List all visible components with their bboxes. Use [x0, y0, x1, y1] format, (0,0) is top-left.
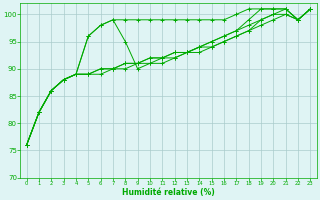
X-axis label: Humidité relative (%): Humidité relative (%): [122, 188, 215, 197]
